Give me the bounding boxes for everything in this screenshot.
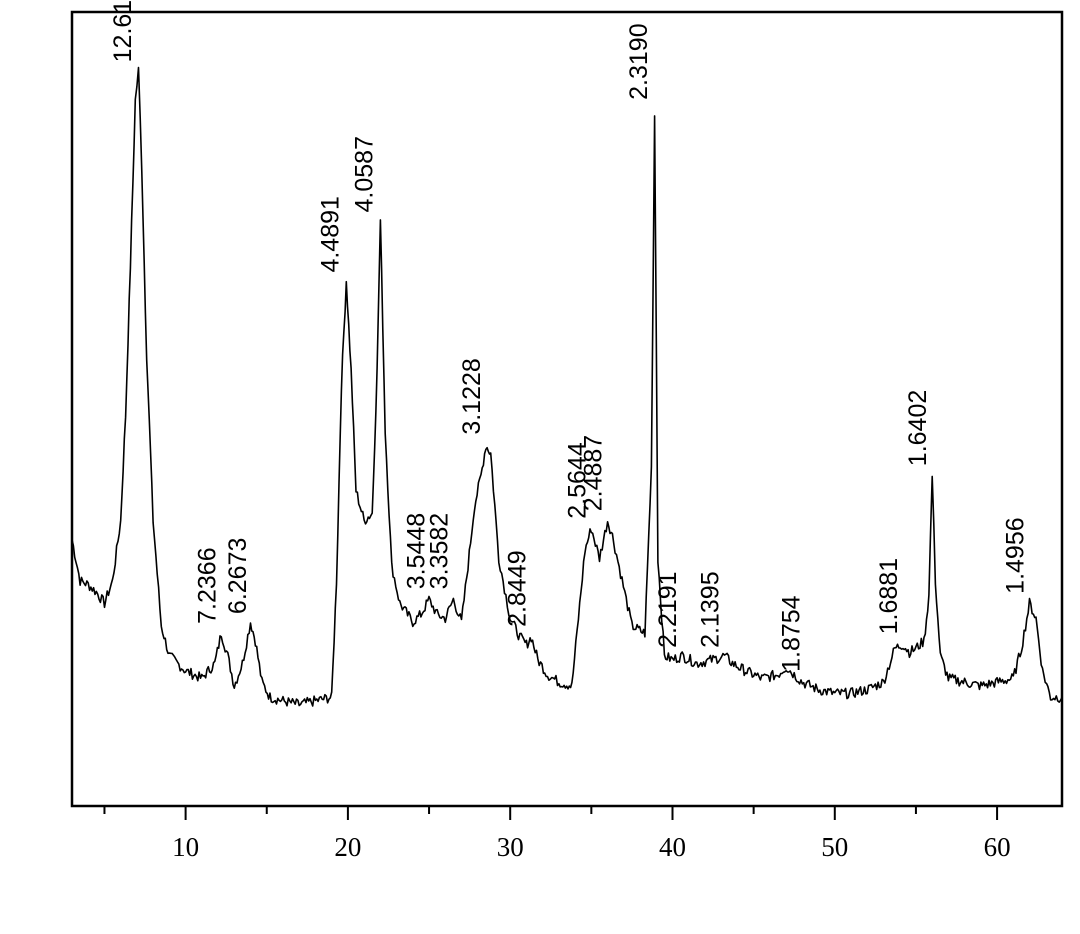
peak-label: 6.2673 bbox=[224, 538, 252, 614]
peak-label: 3.1228 bbox=[458, 358, 486, 434]
diffraction-pattern-line bbox=[71, 66, 1063, 707]
x-tick-label: 10 bbox=[172, 832, 199, 862]
peak-label: 2.2191 bbox=[654, 571, 682, 647]
peak-label: 2.5644 bbox=[563, 442, 591, 519]
x-tick-label: 20 bbox=[334, 832, 361, 862]
peak-label: 1.6881 bbox=[875, 558, 903, 634]
peak-label: 2.3190 bbox=[625, 23, 653, 99]
peak-label: 2.4887 bbox=[580, 435, 608, 511]
peak-label: 4.0587 bbox=[351, 136, 379, 212]
peak-label: 1.8754 bbox=[778, 595, 806, 672]
peak-label: 4.4891 bbox=[317, 196, 345, 272]
x-tick-label: 60 bbox=[984, 832, 1011, 862]
peak-label: 7.2366 bbox=[193, 547, 221, 623]
x-tick-label: 50 bbox=[821, 832, 848, 862]
x-tick-label: 40 bbox=[659, 832, 686, 862]
plot-frame bbox=[70, 10, 1064, 808]
x-tick-label: 30 bbox=[497, 832, 524, 862]
x-axis: 10 20 30 40 50 60 bbox=[103, 806, 1011, 862]
peak-label: 2.1395 bbox=[696, 571, 724, 647]
peak-label: 3.3582 bbox=[425, 513, 453, 589]
peak-label: 2.8449 bbox=[503, 550, 531, 626]
peak-label: 1.4956 bbox=[1002, 517, 1030, 593]
peak-label: 12.6178 bbox=[109, 0, 137, 62]
peak-label: 1.6402 bbox=[904, 390, 932, 466]
peak-label: 3.5448 bbox=[403, 513, 431, 589]
